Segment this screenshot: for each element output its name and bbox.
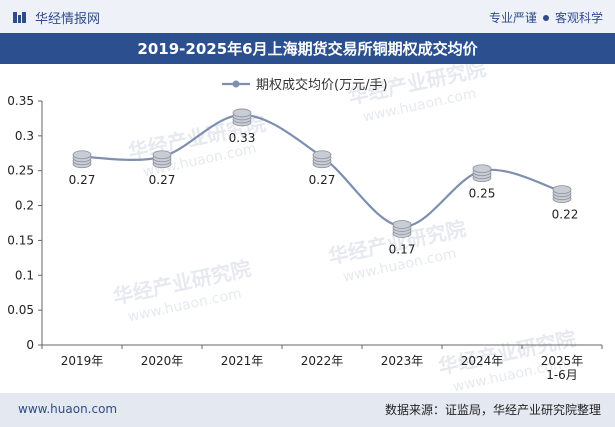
- y-tick-label: 0: [26, 338, 34, 352]
- tagline-left: 专业严谨: [488, 11, 537, 25]
- data-label: 0.27: [309, 173, 336, 187]
- x-tick-label: 2023年: [381, 354, 424, 368]
- footer-site-link[interactable]: www.huaon.com: [18, 402, 118, 416]
- data-point-marker: [472, 164, 492, 183]
- y-tick-label: 0.15: [7, 233, 34, 247]
- legend-marker: [232, 80, 240, 88]
- y-tick-label: 0.35: [7, 94, 34, 108]
- data-point-marker: [152, 150, 172, 169]
- tagline: 专业严谨 客观科学: [489, 9, 603, 26]
- line-chart: 华经产业研究院www.huaon.com华经产业研究院www.huaon.com…: [7, 64, 603, 393]
- x-tick-label: 2022年: [301, 354, 344, 368]
- data-label: 0.22: [552, 208, 579, 222]
- data-point-marker: [312, 150, 332, 169]
- brand[interactable]: 华经情报网: [12, 7, 100, 27]
- data-label: 0.17: [389, 242, 416, 256]
- legend-label: 期权成交均价(万元/手): [256, 77, 388, 93]
- y-tick-label: 0.2: [15, 199, 34, 213]
- y-tick-label: 0.05: [7, 303, 34, 317]
- x-tick-label: 2025年 1-6月: [541, 354, 584, 382]
- x-tick-label: 2021年: [221, 354, 264, 368]
- y-tick-label: 0.1: [15, 268, 34, 282]
- tagline-right: 客观科学: [554, 11, 603, 25]
- data-point-marker: [392, 220, 412, 238]
- x-tick-label: 2024年: [461, 354, 504, 368]
- footer-bar: www.huaon.com 数据来源：证监局，华经产业研究院整理: [0, 393, 615, 427]
- legend: 期权成交均价(万元/手): [222, 77, 388, 93]
- data-label: 0.27: [149, 173, 176, 187]
- footer-source: 数据来源：证监局，华经产业研究院整理: [384, 403, 601, 417]
- data-label: 0.33: [229, 131, 256, 145]
- data-label: 0.27: [69, 173, 96, 187]
- data-point-marker: [72, 150, 92, 169]
- data-label: 0.25: [469, 187, 496, 201]
- top-bar: 华经情报网 专业严谨 客观科学: [0, 0, 615, 33]
- brand-name: 华经情报网: [35, 11, 101, 27]
- y-tick-label: 0.3: [15, 129, 34, 143]
- data-point-marker: [552, 185, 572, 204]
- y-tick-label: 0.25: [7, 164, 34, 178]
- chart-title: 2019-2025年6月上海期货交易所铜期权成交均价: [0, 33, 615, 64]
- separator-dot-icon: [542, 14, 549, 21]
- brand-logo-icon: [13, 11, 26, 23]
- x-tick-label: 2020年: [141, 354, 184, 368]
- x-tick-label: 2019年: [61, 354, 104, 368]
- data-point-marker: [232, 108, 252, 127]
